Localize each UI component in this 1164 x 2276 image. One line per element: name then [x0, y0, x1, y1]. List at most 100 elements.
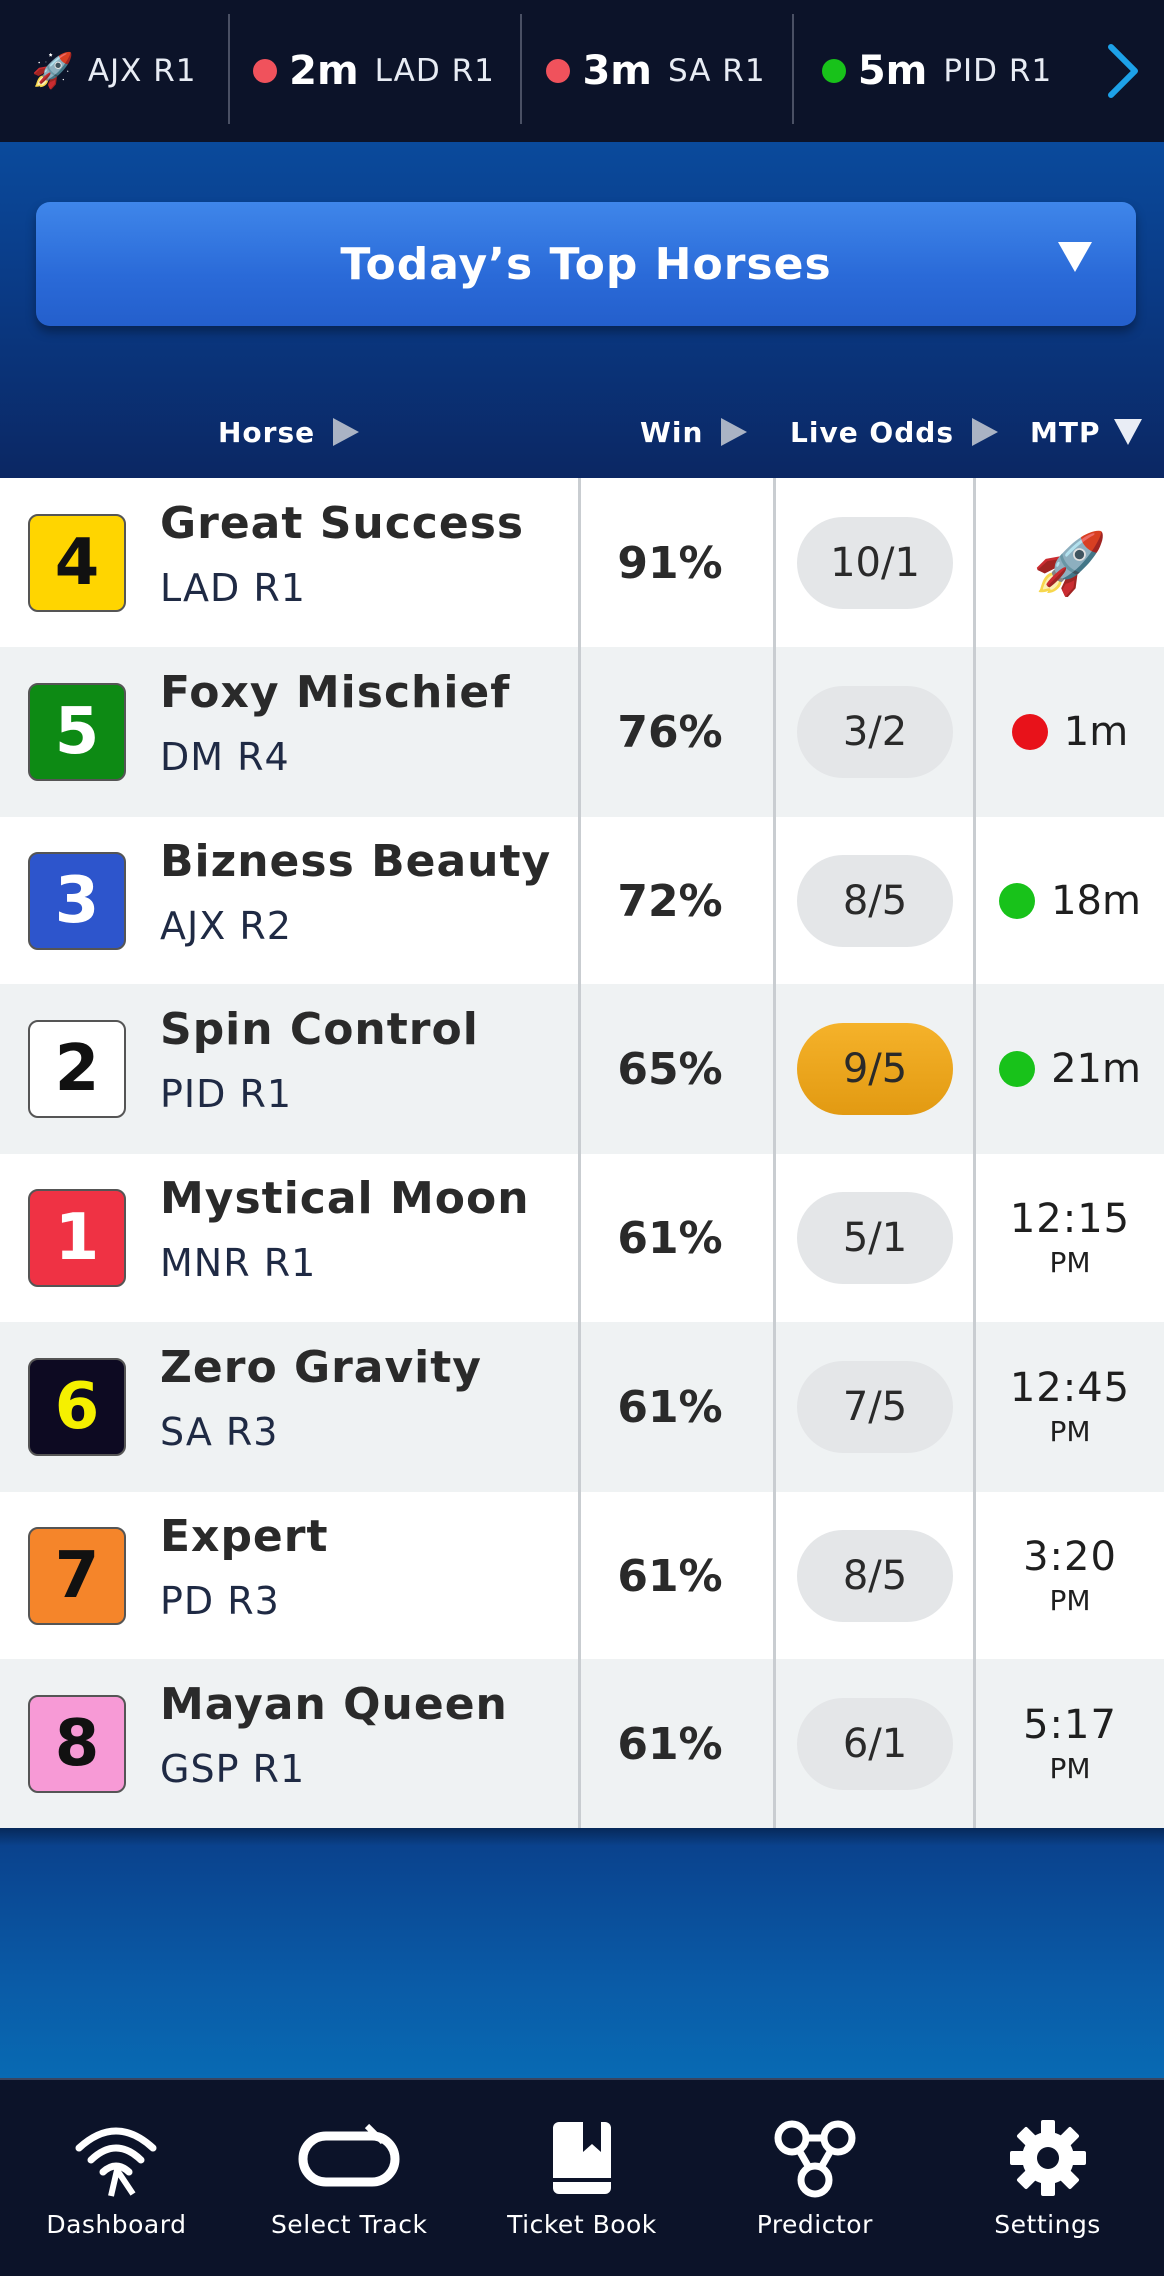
- column-divider: [578, 478, 581, 1828]
- horse-name: Great Success: [160, 498, 525, 549]
- post-time-value: 5:17: [1023, 1702, 1117, 1748]
- post-time-ampm: PM: [1049, 1752, 1091, 1785]
- ticker-race: AJX R1: [87, 53, 197, 89]
- horse-name: Spin Control: [160, 1004, 479, 1055]
- nav-settings[interactable]: Settings: [938, 2118, 1158, 2239]
- ticker-item[interactable]: 🚀 AJX R1: [0, 0, 228, 142]
- column-label: Horse: [218, 415, 316, 449]
- horse-race: PID R1: [160, 1072, 293, 1116]
- ticker-item[interactable]: 5m PID R1: [792, 0, 1082, 142]
- table-row[interactable]: 1 Mystical Moon MNR R1 61% 5/1 12:15 PM: [0, 1153, 1164, 1323]
- post-position-badge: 3: [28, 852, 126, 950]
- win-percent: 61%: [617, 1718, 723, 1770]
- live-odds-pill[interactable]: 5/1: [797, 1192, 953, 1284]
- win-percent: 76%: [617, 706, 723, 758]
- nav-select-track[interactable]: Select Track: [239, 2118, 459, 2239]
- nav-label: Select Track: [270, 2209, 428, 2239]
- post-position-badge: 7: [28, 1527, 126, 1625]
- table-row[interactable]: 3 Bizness Beauty AJX R2 72% 8/5 18m: [0, 816, 1164, 986]
- status-dot-icon: [999, 883, 1036, 919]
- live-odds-pill[interactable]: 9/5: [797, 1023, 953, 1115]
- mtp-value: 1m: [1063, 709, 1129, 755]
- top-horses-table: 4 Great Success LAD R1 91% 10/1 🚀 5 Foxy Mischi…: [0, 478, 1164, 1829]
- list-selector-dropdown[interactable]: Today’s Top Horses: [36, 202, 1136, 326]
- background-fill: [0, 1828, 1164, 2078]
- mtp-cell: 12:45 PM: [976, 1322, 1164, 1492]
- header-area: Today’s Top Horses Horse Win Live Odds M…: [0, 142, 1164, 478]
- table-row[interactable]: 2 Spin Control PID R1 65% 9/5 21m: [0, 984, 1164, 1154]
- live-odds-pill[interactable]: 6/1: [797, 1698, 953, 1790]
- table-row[interactable]: 4 Great Success LAD R1 91% 10/1 🚀: [0, 478, 1164, 648]
- horse-race: DM R4: [160, 735, 290, 779]
- win-percent: 61%: [617, 1212, 723, 1264]
- selector-title: Today’s Top Horses: [340, 238, 832, 290]
- sort-down-icon: [1114, 419, 1143, 445]
- nav-label: Ticket Book: [507, 2209, 657, 2239]
- live-odds-pill[interactable]: 10/1: [797, 517, 953, 609]
- win-percent: 61%: [617, 1550, 723, 1602]
- sort-right-icon: [971, 418, 998, 446]
- mtp-cell: 3:20 PM: [976, 1491, 1164, 1661]
- status-dot-icon: [999, 1051, 1036, 1087]
- table-row[interactable]: 8 Mayan Queen GSP R1 61% 6/1 5:17 PM: [0, 1659, 1164, 1829]
- ticker-race: SA R1: [667, 53, 766, 89]
- column-header-mtp[interactable]: MTP: [1030, 402, 1143, 462]
- mtp-cell: 1m: [976, 647, 1164, 817]
- ticker-item[interactable]: 3m SA R1: [520, 0, 792, 142]
- bottom-nav: Dashboard Select Track Ticket Book Predi…: [0, 2078, 1164, 2276]
- nav-label: Predictor: [756, 2209, 873, 2239]
- chevron-right-icon[interactable]: [1082, 0, 1164, 142]
- column-label: Live Odds: [790, 415, 954, 449]
- column-header-win[interactable]: Win: [640, 402, 748, 462]
- column-header-live-odds[interactable]: Live Odds: [790, 402, 998, 462]
- table-row[interactable]: 5 Foxy Mischief DM R4 76% 3/2 1m: [0, 647, 1164, 817]
- ticker-mins: 3m: [582, 48, 652, 94]
- sort-right-icon: [721, 418, 748, 446]
- ticker-mins: 2m: [289, 48, 359, 94]
- horse-name: Mayan Queen: [160, 1679, 508, 1730]
- post-position-badge: 4: [28, 514, 126, 612]
- win-percent: 61%: [617, 1381, 723, 1433]
- status-dot-icon: [253, 59, 278, 83]
- book-icon: [552, 2121, 611, 2194]
- horse-name: Foxy Mischief: [160, 667, 511, 718]
- status-dot-icon: [546, 59, 571, 83]
- mtp-cell: 21m: [976, 984, 1164, 1154]
- column-divider: [773, 478, 776, 1828]
- gear-icon: [1009, 2119, 1086, 2196]
- rocket-icon: 🚀: [31, 51, 74, 91]
- live-odds-pill[interactable]: 8/5: [797, 855, 953, 947]
- column-header-horse[interactable]: Horse: [218, 402, 360, 462]
- post-time: 12:45 PM: [1010, 1368, 1130, 1446]
- post-time: 5:17 PM: [1023, 1705, 1117, 1783]
- horse-race: AJX R2: [160, 904, 292, 948]
- win-percent: 65%: [617, 1043, 723, 1095]
- live-odds-pill[interactable]: 3/2: [797, 686, 953, 778]
- nav-ticket-book[interactable]: Ticket Book: [472, 2118, 692, 2239]
- live-odds-pill[interactable]: 8/5: [797, 1530, 953, 1622]
- race-ticker: 🚀 AJX R1 2m LAD R1 3m SA R1 5m PID R1: [0, 0, 1164, 142]
- ticker-race: PID R1: [943, 53, 1053, 89]
- mtp-cell: 🚀: [976, 478, 1164, 648]
- win-percent: 72%: [617, 875, 723, 927]
- horse-name: Expert: [160, 1511, 329, 1562]
- horse-race: SA R3: [160, 1410, 279, 1454]
- post-time-value: 12:45: [1009, 1365, 1131, 1411]
- nav-dashboard[interactable]: Dashboard: [6, 2118, 226, 2239]
- table-row[interactable]: 7 Expert PD R3 61% 8/5 3:20 PM: [0, 1491, 1164, 1661]
- status-dot-icon: [1011, 714, 1048, 750]
- post-time: 12:15 PM: [1010, 1199, 1130, 1277]
- ticker-item[interactable]: 2m LAD R1: [228, 0, 520, 142]
- horse-race: LAD R1: [160, 566, 306, 610]
- live-odds-pill[interactable]: 7/5: [797, 1361, 953, 1453]
- mtp-value: 18m: [1051, 878, 1141, 924]
- mtp-cell: 12:15 PM: [976, 1153, 1164, 1323]
- sort-right-icon: [333, 418, 360, 446]
- mtp-cell: 18m: [976, 816, 1164, 986]
- horse-race: GSP R1: [160, 1747, 306, 1791]
- table-row[interactable]: 6 Zero Gravity SA R3 61% 7/5 12:45 PM: [0, 1322, 1164, 1492]
- nav-predictor[interactable]: Predictor: [705, 2118, 925, 2239]
- post-time-ampm: PM: [1049, 1415, 1091, 1448]
- ticker-race: LAD R1: [374, 53, 495, 89]
- dashboard-icon: [75, 2127, 157, 2197]
